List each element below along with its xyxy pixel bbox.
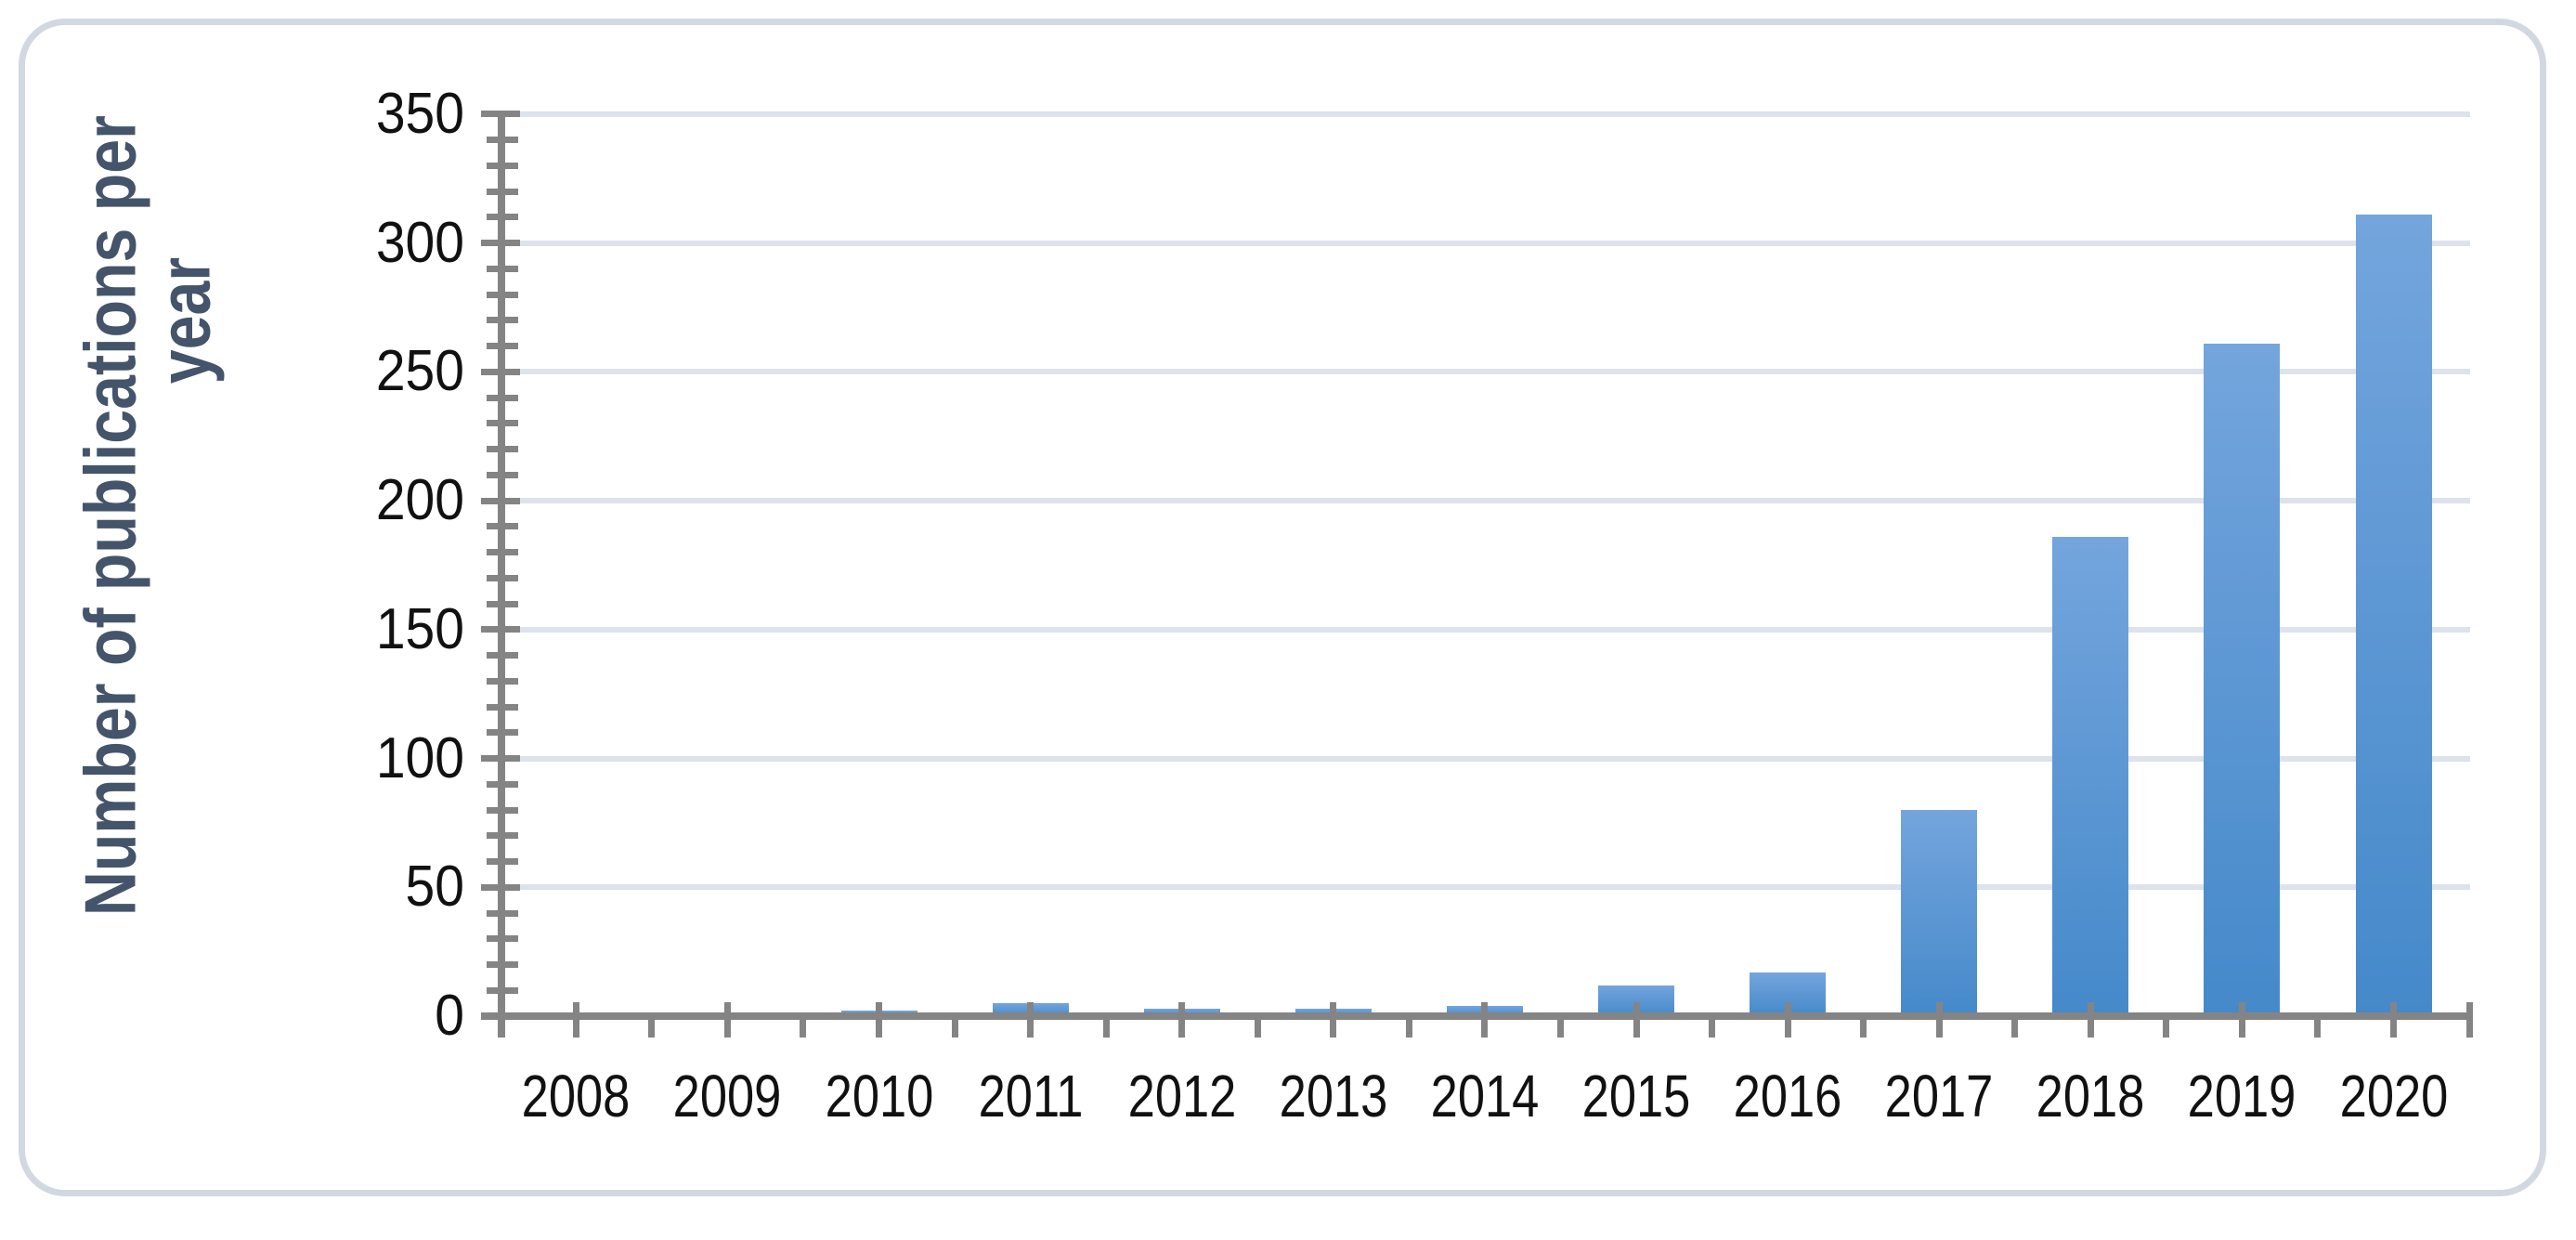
y-major-tick [481,755,520,762]
x-boundary-tick [1102,1016,1110,1038]
y-minor-tick [487,729,518,737]
y-tick-label: 350 [375,81,464,146]
x-boundary-tick [1860,1016,1867,1038]
y-gridline [501,369,2470,375]
y-tick-label: 50 [405,855,464,920]
x-tick-label: 2020 [2339,1063,2448,1129]
y-minor-tick [487,394,518,401]
y-minor-tick [487,600,518,607]
x-tick-label: 2018 [2036,1063,2145,1129]
x-tick-label: 2008 [521,1063,631,1129]
y-major-tick [481,626,520,633]
y-minor-tick [487,523,518,530]
y-minor-tick [487,858,518,865]
x-tick-label: 2013 [1279,1063,1388,1129]
y-minor-tick [487,420,518,427]
x-center-tick-2008 [572,1002,579,1038]
x-boundary-tick [2465,1002,2473,1038]
y-minor-tick [487,549,518,555]
y-minor-tick [487,162,518,169]
y-gridline [501,240,2470,246]
y-gridline [501,626,2470,633]
x-boundary-tick [1405,1016,1412,1038]
x-tick-label: 2009 [673,1063,782,1129]
x-boundary-tick [648,1016,656,1038]
y-minor-tick [487,317,518,324]
x-boundary-tick [1254,1016,1261,1038]
bar-2018 [2052,536,2129,1016]
x-tick-label: 2012 [1127,1063,1237,1129]
y-minor-tick [487,703,518,711]
y-major-tick [481,883,520,891]
bar-2020 [2355,214,2432,1016]
x-tick-label: 2010 [825,1063,933,1129]
x-center-tick-2012 [1178,1002,1186,1038]
x-boundary-tick [2011,1016,2019,1038]
y-minor-tick [487,780,518,788]
y-tick-label: 100 [375,725,464,790]
x-boundary-tick [800,1016,807,1038]
y-minor-tick [487,214,518,221]
y-minor-tick [487,343,518,349]
y-minor-tick [487,265,518,272]
bar-2017 [1901,810,1978,1016]
y-major-tick [481,368,520,375]
x-boundary-tick [951,1016,958,1038]
y-tick-label: 250 [375,339,464,404]
y-minor-tick [487,935,518,943]
x-center-tick-2019 [2238,1002,2245,1038]
x-center-tick-2010 [876,1002,882,1038]
x-boundary-tick [2163,1016,2170,1038]
x-boundary-tick [1556,1016,1564,1038]
y-minor-tick [487,137,518,143]
y-minor-tick [487,291,518,298]
y-major-tick [481,240,520,246]
y-minor-tick [487,188,518,195]
x-center-tick-2017 [1935,1002,1943,1038]
x-center-tick-2013 [1330,1002,1337,1038]
y-minor-tick [487,446,518,452]
x-tick-label: 2011 [978,1063,1084,1129]
x-boundary-tick [1709,1016,1716,1038]
y-gridline [501,111,2470,117]
x-center-tick-2018 [2087,1002,2094,1038]
x-tick-label: 2016 [1733,1063,1842,1129]
y-minor-tick [487,471,518,478]
y-tick-label: 150 [375,596,464,661]
y-major-tick [481,497,520,504]
x-center-tick-2016 [1784,1002,1791,1038]
x-boundary-tick [2314,1016,2322,1038]
x-tick-label: 2019 [2188,1063,2296,1129]
y-tick-label: 0 [435,984,464,1048]
y-minor-tick [487,909,518,917]
x-tick-label: 2014 [1430,1063,1540,1129]
y-minor-tick [487,652,518,659]
y-minor-tick [487,832,518,840]
x-center-tick-2014 [1481,1002,1489,1038]
x-tick-label: 2015 [1581,1063,1691,1129]
y-tick-label: 300 [375,210,464,275]
y-major-tick [481,111,520,118]
y-minor-tick [487,961,518,968]
x-axis-line [481,1012,2471,1020]
y-tick-label: 200 [375,468,464,532]
y-gridline [501,884,2470,891]
x-center-tick-2015 [1633,1002,1640,1038]
bar-2019 [2204,343,2281,1016]
y-minor-tick [487,574,518,581]
y-minor-tick [487,677,518,685]
y-minor-tick [487,806,518,814]
x-center-tick-2011 [1027,1002,1034,1038]
x-center-tick-2009 [723,1002,731,1038]
x-tick-label: 2017 [1884,1063,1994,1129]
x-center-tick-2020 [2390,1002,2397,1038]
y-minor-tick [487,986,518,994]
y-gridline [501,498,2470,503]
y-gridline [501,755,2470,762]
y-axis-line [498,110,505,1038]
